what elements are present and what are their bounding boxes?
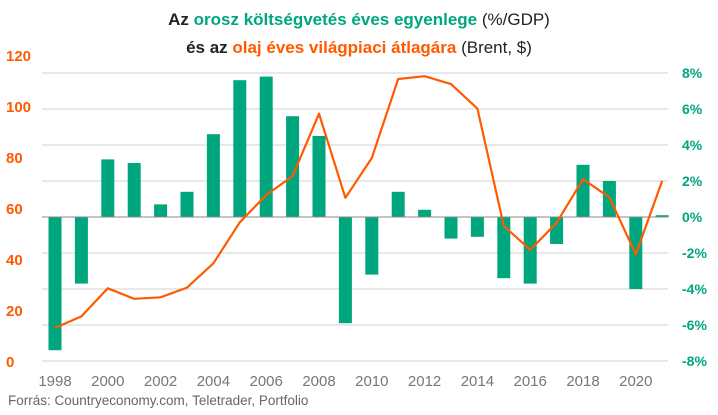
title-budget: orosz költségvetés éves egyenlege <box>193 10 478 29</box>
left-axis-tick: 100 <box>6 99 31 116</box>
x-axis-tick: 2016 <box>514 373 547 390</box>
bar-2004 <box>206 134 220 217</box>
left-axis-tick: 40 <box>6 252 23 269</box>
left-axis-tick: 0 <box>6 354 14 371</box>
bar-2003 <box>180 191 194 217</box>
title-text: és az <box>186 38 233 57</box>
bar-1998 <box>48 217 62 351</box>
chart-title-line1: Az orosz költségvetés éves egyenlege (%/… <box>0 10 718 30</box>
right-axis-tick: 0% <box>682 209 703 225</box>
x-axis-tick: 2012 <box>408 373 441 390</box>
bar-2002 <box>154 204 168 217</box>
right-axis-tick: -4% <box>682 281 707 297</box>
left-axis-tick: 60 <box>6 201 23 218</box>
x-axis-tick: 2000 <box>91 373 124 390</box>
chart-title-line2: és az olaj éves világpiaci átlagára (Bre… <box>0 38 718 58</box>
x-axis-tick: 2006 <box>250 373 283 390</box>
bar-2006 <box>259 76 273 217</box>
bar-2005 <box>233 80 247 217</box>
bar-2000 <box>101 159 115 217</box>
bar-2010 <box>365 217 379 275</box>
right-axis-tick: 6% <box>682 101 703 117</box>
title-unit: (Brent, $) <box>456 38 532 57</box>
x-axis-tick: 2008 <box>302 373 335 390</box>
right-axis-tick: -6% <box>682 317 707 333</box>
right-axis-tick: 4% <box>682 137 703 153</box>
x-axis-tick: 2002 <box>144 373 177 390</box>
x-axis-tick: 2004 <box>197 373 230 390</box>
bar-2009 <box>338 217 352 324</box>
x-axis-tick: 2010 <box>355 373 388 390</box>
right-axis-tick: -8% <box>682 353 707 369</box>
right-axis-tick: 8% <box>682 65 703 81</box>
left-axis-tick: 80 <box>6 150 23 167</box>
x-axis-tick: 2020 <box>619 373 652 390</box>
bar-2021 <box>655 215 669 217</box>
source-note: Forrás: Countryeconomy.com, Teletrader, … <box>8 393 309 408</box>
oil-price-line <box>54 75 664 329</box>
bar-2014 <box>470 217 484 237</box>
title-text: Az <box>168 10 194 29</box>
bar-2001 <box>127 163 141 217</box>
bar-2018 <box>576 164 590 217</box>
bar-2008 <box>312 136 326 217</box>
x-axis-tick: 2014 <box>461 373 494 390</box>
bar-2013 <box>444 217 458 239</box>
right-axis-tick: -2% <box>682 245 707 261</box>
title-oil: olaj éves világpiaci átlagára <box>232 38 457 57</box>
bar-2017 <box>550 217 564 244</box>
bar-2011 <box>391 191 405 217</box>
right-axis-tick: 2% <box>682 173 703 189</box>
x-axis-tick: 2018 <box>566 373 599 390</box>
bar-2007 <box>286 116 300 217</box>
bar-1999 <box>74 217 88 284</box>
left-axis-tick: 120 <box>6 48 31 65</box>
title-unit: (%/GDP) <box>477 10 550 29</box>
bar-2015 <box>497 217 511 279</box>
bar-2012 <box>418 209 432 217</box>
left-axis-tick: 20 <box>6 303 23 320</box>
x-axis-tick: 1998 <box>38 373 71 390</box>
